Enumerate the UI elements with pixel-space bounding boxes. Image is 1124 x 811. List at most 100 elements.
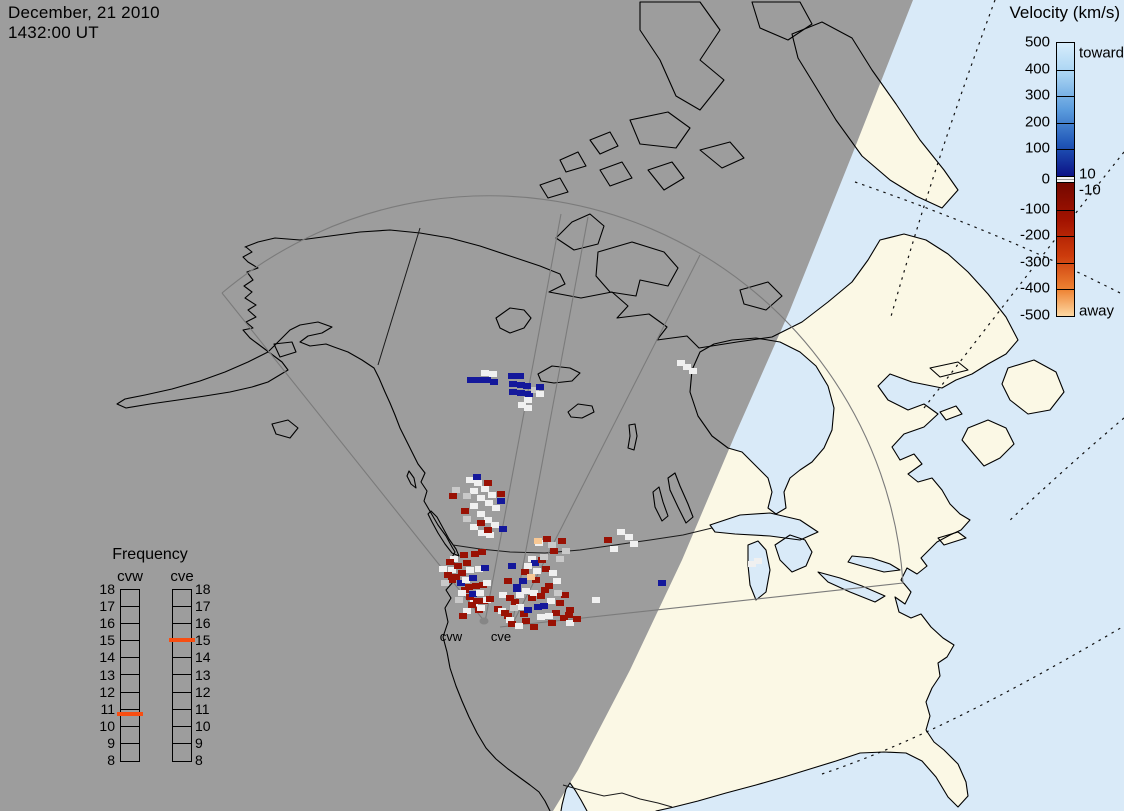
lake-ontario: [848, 556, 900, 572]
velocity-cell: [561, 592, 569, 598]
frequency-legend-title: Frequency: [112, 546, 188, 563]
velocity-cell: [459, 613, 467, 619]
frequency-scale-label-cvw: 11: [100, 700, 115, 717]
velocity-cell: [617, 529, 625, 535]
radar-site-dot: [479, 617, 489, 625]
velocity-cell: [452, 487, 460, 493]
velocity-cell: [469, 591, 477, 597]
velocity-cell: [449, 493, 457, 499]
magnetic-grid-line: [854, 181, 1124, 296]
velocity-cell: [477, 605, 485, 611]
colorbar-tick-line: [1057, 209, 1074, 211]
frequency-scale-label-cvw: 15: [99, 632, 115, 649]
velocity-colorbar-away-gradient: [1057, 183, 1074, 316]
velocity-cell: [566, 620, 574, 626]
velocity-cell: [444, 572, 452, 578]
velocity-cell: [473, 474, 481, 480]
velocity-cell: [509, 381, 517, 387]
velocity-cell: [508, 621, 516, 627]
frequency-scale-label-cve: 9: [195, 734, 203, 751]
velocity-cell: [446, 559, 454, 565]
velocity-cell: [528, 556, 536, 562]
frequency-scale-label-cvw: 10: [99, 717, 115, 734]
velocity-cell: [463, 516, 471, 522]
frequency-legend: Frequency cvw cve 18 17 16 15 14 13 12 11 10 9 8 18…: [85, 546, 235, 776]
velocity-cell: [455, 597, 463, 603]
border-alaska-yukon: [377, 227, 421, 366]
velocity-cell: [467, 377, 475, 383]
lake-great-slave: [537, 365, 581, 384]
velocity-colorbar-zero-band: [1057, 176, 1074, 183]
velocity-cell: [477, 511, 485, 517]
velocity-cell: [506, 595, 514, 601]
velocity-cell: [518, 402, 526, 408]
velocity-cell: [466, 567, 474, 573]
velocity-cell: [548, 620, 556, 626]
frequency-bar-segment: [173, 675, 191, 693]
frequency-bar-segment: [121, 727, 139, 744]
velocity-cell: [472, 583, 480, 589]
frequency-scale-label-cvw: 13: [99, 666, 115, 683]
frequency-bar-segment: [173, 658, 191, 676]
velocity-cell: [504, 578, 512, 584]
velocity-cell: [534, 604, 542, 610]
velocity-cell: [554, 590, 562, 596]
velocity-cell: [463, 493, 471, 499]
colorbar-tick-line: [1057, 69, 1074, 71]
velocity-cell: [566, 607, 574, 613]
velocity-tick-label: 100: [1024, 139, 1050, 157]
velocity-cell: [460, 552, 468, 558]
velocity-cell: [490, 379, 498, 385]
radar-label-cvw: cvw: [440, 629, 463, 644]
velocity-cell: [441, 580, 449, 586]
velocity-cell: [524, 405, 532, 411]
frequency-bar-segment: [121, 641, 139, 659]
velocity-cell: [504, 613, 512, 619]
frequency-bar-segment: [121, 675, 139, 693]
velocity-cell: [509, 389, 517, 395]
velocity-cell: [533, 568, 541, 574]
frequency-col-label-cve: cve: [170, 568, 194, 585]
velocity-cell: [481, 565, 489, 571]
velocity-cell: [754, 558, 762, 564]
velocity-cell: [625, 534, 633, 540]
frequency-scale-label-cvw: 14: [99, 649, 115, 666]
velocity-colorbar: [1056, 42, 1075, 317]
velocity-cell: [454, 563, 462, 569]
frequency-col-label-cvw: cvw: [117, 568, 143, 585]
island-pei: [940, 406, 962, 420]
velocity-cell: [545, 613, 553, 619]
frequency-bar-segment: [121, 693, 139, 710]
fov-edge-mid1: [484, 213, 562, 623]
lake-erie: [818, 572, 885, 602]
velocity-cell: [486, 596, 494, 602]
velocity-tick-label: -300: [1019, 253, 1050, 271]
frequency-marker-cvw: [117, 711, 143, 716]
velocity-cell: [522, 588, 530, 594]
velocity-cell: [515, 623, 523, 629]
velocity-cell: [470, 524, 478, 530]
velocity-cell: [473, 598, 481, 604]
fov-range-arc: [221, 195, 904, 584]
velocity-cell: [540, 554, 548, 560]
border-us-mexico: [562, 784, 673, 808]
velocity-cell: [534, 538, 542, 544]
frequency-scale-label-cve: 18: [195, 581, 211, 597]
velocity-cell: [630, 541, 638, 547]
frequency-bar-segment: [121, 590, 139, 608]
colorbar-tick-line: [1057, 149, 1074, 151]
velocity-cell: [506, 617, 514, 623]
fov-edge-mid2: [511, 216, 589, 626]
velocity-cell: [524, 397, 532, 403]
velocity-cell: [542, 566, 550, 572]
velocity-cell: [548, 542, 556, 548]
inner-pos-label: 10: [1079, 165, 1096, 183]
velocity-cell: [527, 574, 535, 580]
velocity-cell: [458, 590, 466, 596]
colorbar-tick-line: [1057, 122, 1074, 124]
velocity-cell: [478, 530, 486, 536]
velocity-cell: [516, 604, 524, 610]
night-shade: [0, 0, 913, 811]
frequency-scale-label-cvw: 18: [99, 581, 115, 597]
